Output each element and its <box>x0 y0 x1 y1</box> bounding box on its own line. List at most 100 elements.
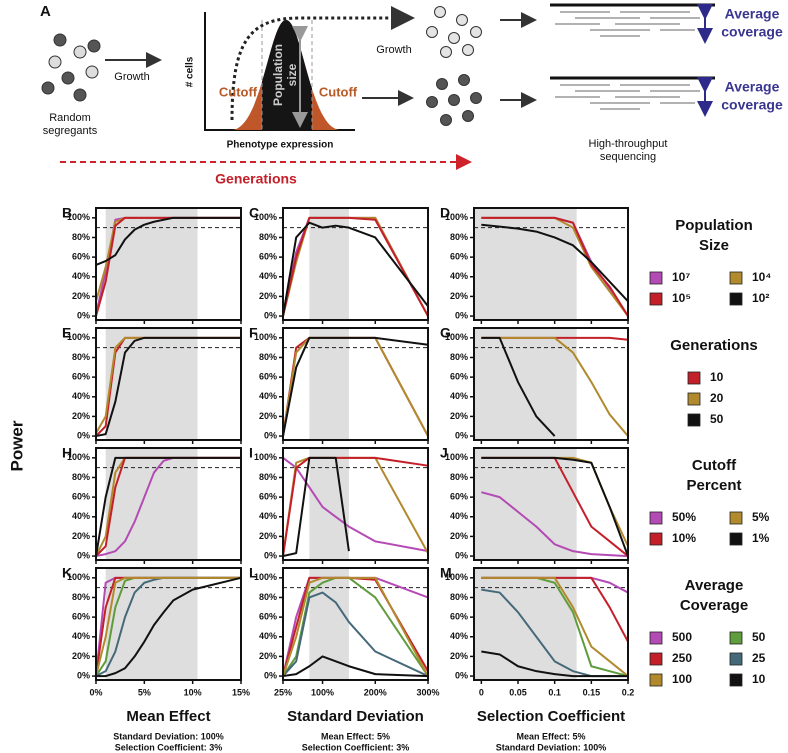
plot-frame <box>282 207 429 321</box>
y-tick-label: 40% <box>450 631 468 641</box>
y-tick-label: 0% <box>77 550 90 560</box>
plot-frame <box>95 207 242 321</box>
label: Generations <box>215 171 297 187</box>
series-line <box>95 216 241 266</box>
y-tick-label: 20% <box>450 411 468 421</box>
legend-swatch <box>649 673 663 687</box>
y-tick-label: 60% <box>72 371 90 381</box>
legend-swatch <box>729 292 743 306</box>
series-line <box>282 576 429 677</box>
y-tick-label: 40% <box>259 391 277 401</box>
y-tick-label: 100% <box>445 212 468 222</box>
legend-label: 5% <box>752 510 770 524</box>
y-tick-label: 60% <box>72 611 90 621</box>
schematic: A Growth Random segregants # cells Popul… <box>40 3 783 187</box>
y-tick-label: 40% <box>259 511 277 521</box>
parameter-note: Standard Deviation: 100% <box>496 742 607 752</box>
y-tick-label: 20% <box>259 411 277 421</box>
y-tick-label: 0% <box>77 430 90 440</box>
y-tick-label: 80% <box>450 472 468 482</box>
series-line <box>282 456 429 557</box>
legend-swatch <box>729 511 743 525</box>
y-tick-label: 40% <box>450 271 468 281</box>
panel-letter: J <box>440 445 448 461</box>
legend-label: 10⁵ <box>672 291 691 305</box>
x-axis-title: Selection Coefficient <box>477 708 625 725</box>
y-tick-label: 20% <box>450 651 468 661</box>
x-tick-label: 0.1 <box>548 687 561 697</box>
panel-letter: I <box>249 445 253 461</box>
x-tick-label: 300% <box>416 687 439 697</box>
legend-title: Coverage <box>680 597 748 614</box>
y-tick-label: 40% <box>450 511 468 521</box>
series-line <box>282 456 429 557</box>
shade <box>105 328 198 440</box>
series-line <box>481 456 629 557</box>
series-line <box>282 216 429 317</box>
y-tick-label: 80% <box>72 592 90 602</box>
y-tick-label: 20% <box>72 291 90 301</box>
parameter-note: Selection Coefficient: 3% <box>115 742 223 752</box>
label: High-throughput <box>589 138 668 150</box>
y-tick-label: 100% <box>67 212 90 222</box>
panel-letter: M <box>440 565 452 581</box>
x-tick-label: 0.15 <box>583 687 601 697</box>
y-tick-label: 60% <box>259 491 277 501</box>
x-axis-title: Standard Deviation <box>287 708 424 725</box>
label: Phenotype expression <box>227 140 334 151</box>
series-line <box>282 591 429 677</box>
y-tick-label: 20% <box>72 531 90 541</box>
y-tick-label: 20% <box>259 291 277 301</box>
series-line <box>481 491 629 558</box>
y-tick-label: 0% <box>264 550 277 560</box>
shade <box>105 208 198 320</box>
y-tick-label: 0% <box>264 430 277 440</box>
x-tick-label: 5% <box>138 687 151 697</box>
y-tick-label: 60% <box>259 371 277 381</box>
label: Average <box>725 79 780 95</box>
y-tick-label: 0% <box>455 310 468 320</box>
y-tick-label: 40% <box>72 511 90 521</box>
legend-title: Percent <box>686 477 741 494</box>
series-line <box>481 336 629 437</box>
legend-title: Cutoff <box>692 457 737 474</box>
y-tick-label: 60% <box>259 251 277 261</box>
legend-swatch <box>649 292 663 306</box>
panel-letter: L <box>249 565 258 581</box>
panel-letter: K <box>62 565 72 581</box>
y-tick-label: 0% <box>264 670 277 680</box>
label: sequencing <box>600 151 656 163</box>
y-tick-label: 20% <box>259 531 277 541</box>
y-tick-label: 40% <box>259 631 277 641</box>
legend-label: 10⁴ <box>752 270 771 284</box>
legend-swatch <box>729 673 743 687</box>
legend-label: 250 <box>672 651 692 665</box>
legend-swatch <box>649 511 663 525</box>
panel-letter: H <box>62 445 72 461</box>
legend-label: 50% <box>672 510 696 524</box>
plot-frame <box>282 327 429 441</box>
y-tick-label: 0% <box>264 310 277 320</box>
shade <box>474 568 577 680</box>
shade <box>105 568 198 680</box>
x-tick-label: 25% <box>274 687 292 697</box>
y-tick-label: 60% <box>450 611 468 621</box>
series-line <box>282 336 429 437</box>
series-line <box>481 216 629 317</box>
y-tick-label: 100% <box>445 332 468 342</box>
y-tick-label: 100% <box>254 572 277 582</box>
panel-letter: C <box>249 205 259 221</box>
legend-swatch <box>687 413 701 427</box>
y-tick-label: 60% <box>72 251 90 261</box>
y-tick-label: 80% <box>72 352 90 362</box>
light-cells <box>426 6 482 58</box>
y-tick-label: 20% <box>450 531 468 541</box>
y-tick-label: 60% <box>450 251 468 261</box>
label: Population <box>271 44 285 106</box>
series-line <box>282 456 350 558</box>
y-tick-label: 80% <box>259 232 277 242</box>
reads-bottom <box>550 76 715 110</box>
label: # cells <box>185 56 196 87</box>
label: coverage <box>721 24 783 40</box>
